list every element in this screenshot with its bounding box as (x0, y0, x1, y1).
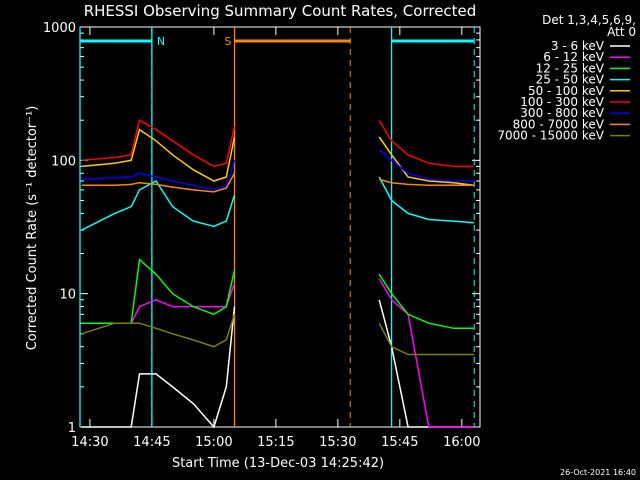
series-line (81, 119, 475, 168)
x-tick-label: 14:45 (133, 435, 170, 450)
series-line (81, 258, 475, 330)
legend-label: 25 - 50 keV (536, 73, 605, 87)
event-label: S (225, 35, 232, 48)
x-tick-label: 15:30 (319, 435, 356, 450)
series-line (81, 149, 475, 191)
y-tick-label: 100 (51, 154, 76, 169)
x-tick-label: 15:00 (195, 435, 232, 450)
plot-frame (79, 26, 481, 428)
x-tick-label: 14:30 (71, 435, 108, 450)
y-tick-label: 1 (68, 421, 76, 436)
legend-label: 800 - 7000 keV (513, 117, 605, 131)
y-tick-label: 10 (59, 288, 76, 303)
footer: 26-Oct-2021 16:40 (560, 468, 636, 477)
series-line (81, 299, 475, 429)
legend-title: Det 1,3,4,5,6,9, (542, 13, 636, 27)
legend-label: 100 - 300 keV (520, 95, 604, 109)
x-tick-label: 15:45 (381, 435, 418, 450)
series-line (81, 172, 475, 193)
series-line (81, 176, 475, 231)
legend-label: 3 - 6 keV (551, 39, 605, 53)
legend-label: 300 - 800 keV (520, 106, 604, 120)
chart-title: RHESSI Observing Summary Count Rates, Co… (84, 2, 477, 20)
legend-label: 6 - 12 keV (543, 50, 605, 64)
y-tick-label: 1000 (43, 21, 76, 36)
x-axis-title: Start Time (13-Dec-03 14:25:42) (172, 456, 384, 471)
legend-label: 7000 - 15000 keV (497, 129, 604, 143)
legend-label: 50 - 100 keV (528, 84, 605, 98)
x-tick-label: 16:00 (443, 435, 480, 450)
y-axis-title: Corrected Count Rate (s⁻¹ detector⁻¹) (25, 106, 40, 351)
event-label: N (157, 35, 165, 48)
series-line (81, 278, 475, 428)
series-line (81, 314, 475, 356)
legend-label: 12 - 25 keV (536, 61, 605, 75)
x-tick-label: 15:15 (257, 435, 294, 450)
legend-title: Att 0 (607, 25, 636, 39)
series-line (81, 128, 475, 187)
